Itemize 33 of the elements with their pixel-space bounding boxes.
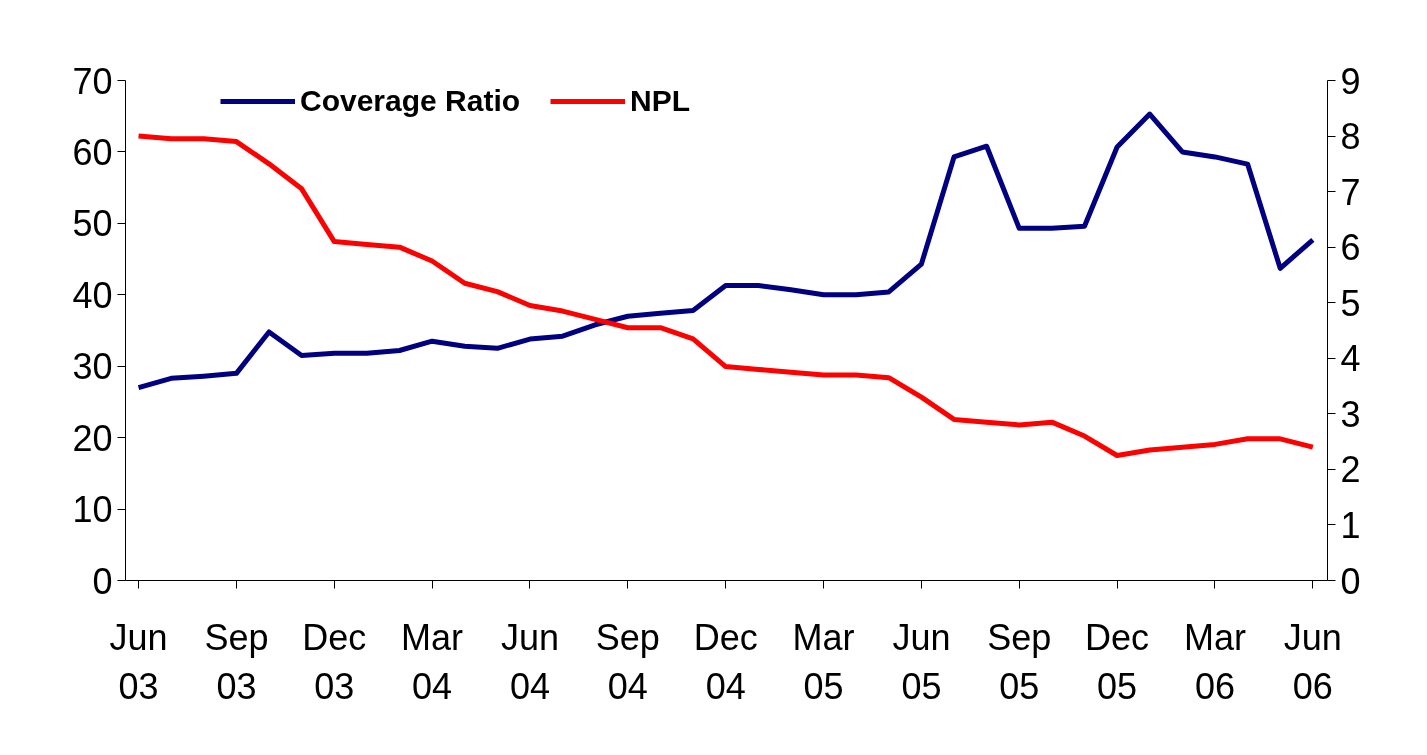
y-tick-label: 40 <box>72 274 113 316</box>
x-tick-label: Dec 03 <box>302 616 367 707</box>
x-tick-label: Jun 05 <box>892 616 951 707</box>
legend-label: NPL <box>630 84 691 118</box>
x-tick-label: Mar 06 <box>1183 616 1246 707</box>
x-tick-label: Dec 04 <box>693 616 758 707</box>
y-tick-label: 30 <box>72 346 113 388</box>
y2-tick-label: 3 <box>1340 393 1361 435</box>
x-tick-label: Dec 05 <box>1085 616 1150 707</box>
x-tick-label: Jun 04 <box>500 616 559 707</box>
y2-tick-label: 5 <box>1340 282 1361 324</box>
x-tick-label: Mar 05 <box>792 616 855 707</box>
y-tick-label: 70 <box>72 60 113 102</box>
x-tick-label: Sep 05 <box>987 616 1052 707</box>
x-tick-label: Sep 03 <box>204 616 269 707</box>
legend-label: Coverage Ratio <box>300 84 521 118</box>
y-tick-label: 10 <box>72 489 113 531</box>
y-tick-label: 50 <box>72 203 113 245</box>
y-tick-label: 20 <box>72 417 113 459</box>
x-tick-label: Jun 03 <box>109 616 168 707</box>
y2-tick-label: 7 <box>1340 171 1361 213</box>
y2-tick-label: 9 <box>1340 60 1361 102</box>
x-tick-label: Jun 06 <box>1283 616 1342 707</box>
y2-tick-label: 1 <box>1340 504 1361 546</box>
y-tick-label: 60 <box>72 131 113 173</box>
y-tick-label: 0 <box>92 560 113 602</box>
y2-tick-label: 0 <box>1340 560 1361 602</box>
x-tick-label: Sep 04 <box>595 616 660 707</box>
y2-tick-label: 6 <box>1340 227 1361 269</box>
x-tick-label: Mar 04 <box>401 616 464 707</box>
y2-tick-label: 8 <box>1340 116 1361 158</box>
y2-tick-label: 2 <box>1340 449 1361 491</box>
y2-tick-label: 4 <box>1340 338 1361 380</box>
